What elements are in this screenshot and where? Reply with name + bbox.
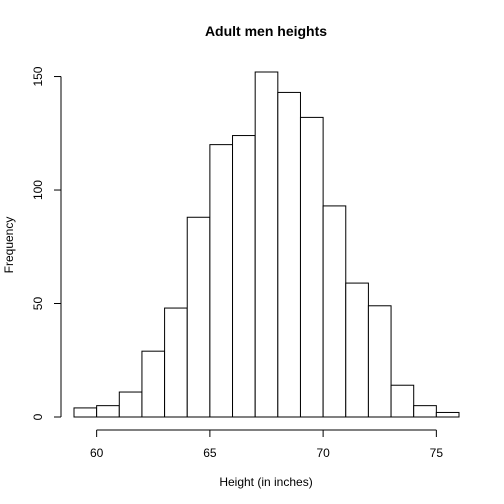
y-tick-label: 50 bbox=[31, 297, 45, 311]
histogram-bar bbox=[96, 405, 120, 418]
histogram-bar bbox=[186, 216, 211, 418]
histogram-bar bbox=[277, 91, 301, 418]
x-axis: 60 65 70 75 bbox=[90, 429, 444, 460]
y-axis-label: Frequency bbox=[2, 217, 16, 274]
histogram-bar bbox=[118, 391, 143, 418]
histogram-bar bbox=[367, 305, 392, 418]
histogram-bar bbox=[141, 350, 166, 418]
histogram-bar bbox=[254, 71, 279, 418]
chart-title: Adult men heights bbox=[205, 23, 327, 39]
histogram-bar bbox=[232, 135, 256, 418]
y-axis: 0 50 100 150 bbox=[31, 66, 62, 420]
histogram-bar bbox=[435, 411, 460, 418]
x-tick-label: 65 bbox=[203, 446, 217, 460]
bars-group bbox=[73, 71, 460, 418]
x-tick-label: 75 bbox=[430, 446, 444, 460]
x-axis-label: Height (in inches) bbox=[219, 475, 312, 489]
y-tick-label: 100 bbox=[31, 180, 45, 200]
x-tick-label: 70 bbox=[316, 446, 330, 460]
y-tick-label: 150 bbox=[31, 66, 45, 86]
histogram-bar bbox=[164, 307, 188, 418]
histogram-bar bbox=[209, 144, 234, 418]
histogram-bar bbox=[413, 405, 437, 418]
histogram-bar bbox=[322, 205, 347, 418]
histogram-bar bbox=[299, 116, 324, 418]
histogram-bar bbox=[390, 384, 415, 418]
histogram-bar bbox=[345, 282, 369, 418]
y-tick-label: 0 bbox=[31, 413, 45, 420]
x-tick-label: 60 bbox=[90, 446, 104, 460]
histogram-bar bbox=[73, 407, 98, 418]
